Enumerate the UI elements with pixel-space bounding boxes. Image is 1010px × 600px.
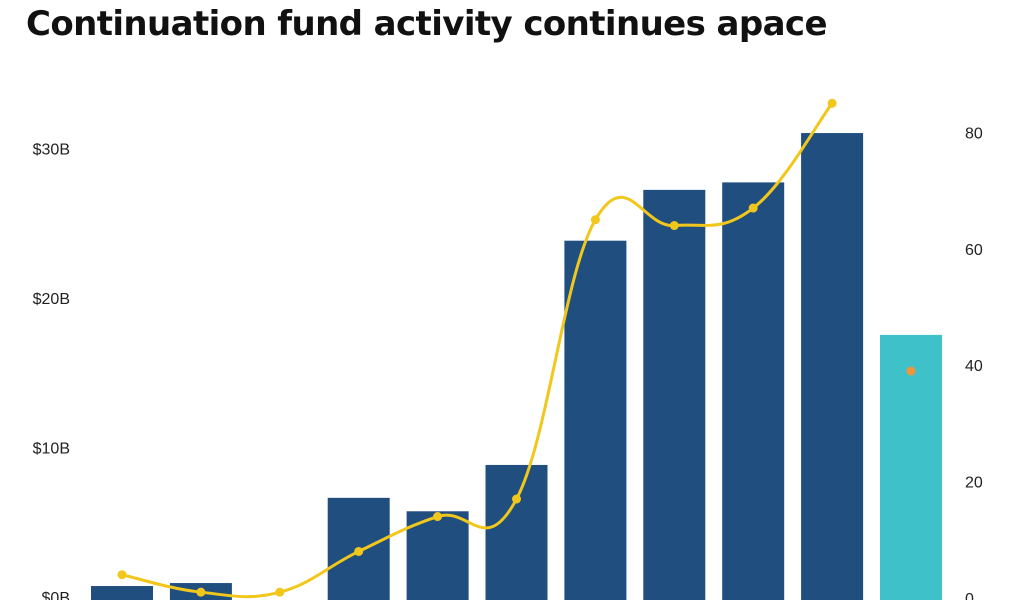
bar — [91, 586, 153, 600]
line-point — [433, 512, 443, 522]
line-point — [669, 221, 679, 231]
scatter-point — [906, 366, 916, 376]
line-point — [196, 587, 206, 597]
left-axis-tick-label: $30B — [33, 142, 70, 159]
bar — [801, 133, 864, 600]
bar — [564, 240, 627, 600]
line-point — [354, 546, 364, 556]
right-axis-tick-label: 60 — [965, 242, 983, 259]
bar — [406, 511, 469, 600]
line-point — [117, 570, 127, 580]
bar — [485, 464, 548, 600]
left-axis-tick-label: $0B — [42, 590, 70, 600]
chart-title: Continuation fund activity continues apa… — [26, 4, 828, 44]
bar — [643, 189, 706, 600]
bar — [722, 182, 785, 600]
right-axis-tick-label: 0 — [965, 591, 974, 600]
left-axis-tick-label: $20B — [33, 291, 70, 308]
line-point — [275, 587, 285, 597]
line-point — [512, 494, 521, 504]
right-axis-tick-label: 20 — [965, 475, 983, 492]
right-axis-tick-label: 80 — [965, 125, 983, 142]
bar — [880, 334, 942, 600]
left-axis-tick-label: $10B — [33, 441, 70, 458]
right-axis-tick-label: 40 — [965, 358, 983, 375]
line-point — [590, 215, 600, 225]
line-point — [827, 98, 837, 108]
line-point — [748, 203, 758, 213]
